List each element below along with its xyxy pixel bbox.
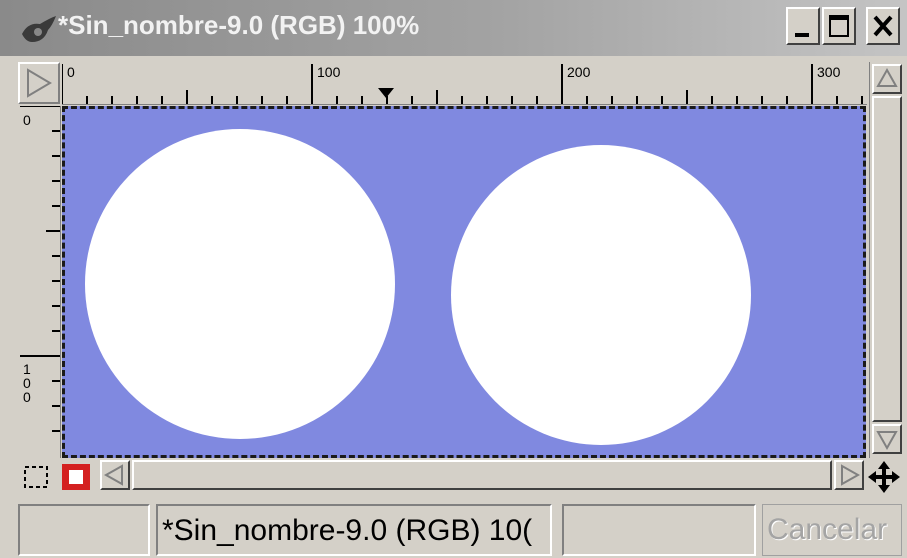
pointer-position-marker [378,88,394,98]
image-menu-button[interactable] [18,62,60,104]
arrow-up-icon [876,67,898,87]
status-field-progress [562,504,756,556]
minimize-button[interactable] [786,7,820,45]
quick-mask-toggle-button[interactable] [58,462,94,492]
vertical-scroll-thumb[interactable] [872,96,902,422]
gimp-app-icon[interactable] [18,12,58,46]
white-circle-right [451,145,751,445]
maximize-icon [829,15,849,37]
horizontal-scrollbar[interactable] [100,460,864,490]
image-canvas[interactable] [62,106,866,458]
ruler-label-300: 300 [817,64,841,80]
vertical-ruler[interactable]: 0 100 [18,105,61,458]
vertical-scrollbar[interactable] [869,62,904,458]
move-arrows-icon [868,461,900,493]
scroll-right-button[interactable] [834,460,864,490]
ruler-label-0: 0 [67,64,75,80]
menu-arrow-icon [27,68,52,98]
scroll-down-button[interactable] [872,424,902,454]
arrow-left-icon [103,464,123,486]
close-icon [873,15,893,37]
quick-mask-off-button[interactable] [20,462,54,492]
ruler-label-200: 200 [567,64,591,80]
ruler-label-100-vertical: 100 [23,361,31,405]
white-circle-left [85,129,395,439]
horizontal-scroll-thumb[interactable] [132,460,832,490]
maximize-button[interactable] [822,7,856,45]
scroll-left-button[interactable] [100,460,130,490]
navigate-button[interactable] [864,458,904,496]
cancel-button-label: Cancelar [767,513,888,546]
status-image-label: *Sin_nombre-9.0 (RGB) 10( [162,514,533,547]
quick-mask-icon [62,464,90,490]
arrow-right-icon [841,464,861,486]
title-bar[interactable]: *Sin_nombre-9.0 (RGB) 100% [0,0,907,56]
arrow-down-icon [876,431,898,451]
minimize-icon [795,33,809,37]
horizontal-ruler[interactable]: 0 100 200 300 [61,62,867,105]
status-field-image: *Sin_nombre-9.0 (RGB) 10( [156,504,552,556]
ruler-label-100: 100 [317,64,341,80]
cancel-button[interactable]: Cancelar [762,504,902,556]
window-title: *Sin_nombre-9.0 (RGB) 100% [58,10,420,40]
scroll-up-button[interactable] [872,64,902,94]
close-button[interactable] [866,7,900,45]
ruler-label-0-vertical: 0 [23,112,31,128]
selection-marquee-icon [24,466,48,488]
status-field-unit [18,504,150,556]
